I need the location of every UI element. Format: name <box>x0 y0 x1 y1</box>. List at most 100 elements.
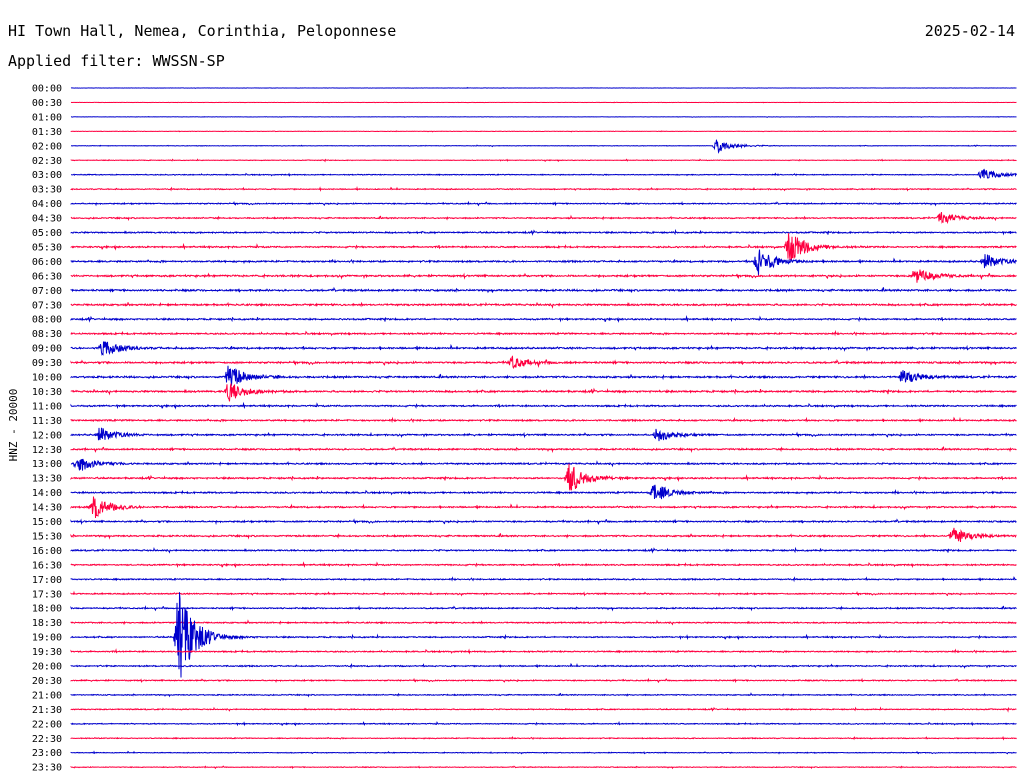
trace-line <box>70 200 1017 207</box>
time-label: 02:30 <box>32 156 62 167</box>
trace-line <box>70 484 1017 500</box>
time-labels: 00:00 00:30 01:00 01:30 02:00 02:30 03:00 03:30… <box>32 84 62 774</box>
time-label: 13:30 <box>32 474 62 485</box>
trace-line <box>70 576 1017 583</box>
trace-line <box>70 315 1017 323</box>
trace-line <box>70 427 1017 442</box>
time-label: 16:00 <box>32 546 62 557</box>
time-label: 14:00 <box>32 488 62 499</box>
time-label: 15:30 <box>32 532 62 543</box>
time-label: 14:30 <box>32 503 62 514</box>
trace-line <box>70 561 1017 569</box>
trace-line <box>70 735 1017 741</box>
trace-line <box>70 706 1017 713</box>
time-label: 12:30 <box>32 445 62 456</box>
trace-line <box>70 765 1017 770</box>
time-label: 04:30 <box>32 214 62 225</box>
time-label: 11:00 <box>32 401 62 412</box>
trace-line <box>71 168 1017 179</box>
trace-line <box>70 463 1017 491</box>
trace-line <box>70 355 1017 370</box>
time-label: 23:00 <box>32 748 62 759</box>
trace-line <box>70 496 1017 519</box>
trace-line <box>70 527 1017 543</box>
time-label: 07:30 <box>32 300 62 311</box>
trace-line <box>70 186 1017 192</box>
trace-line <box>70 228 1017 236</box>
time-label: 01:30 <box>32 127 62 138</box>
time-label: 03:00 <box>32 170 62 181</box>
time-label: 17:30 <box>32 589 62 600</box>
time-label: 17:00 <box>32 575 62 586</box>
trace-line <box>70 233 1017 261</box>
time-label: 10:30 <box>32 387 62 398</box>
time-label: 19:00 <box>32 633 62 644</box>
time-label: 22:30 <box>32 734 62 745</box>
trace-line <box>70 518 1017 526</box>
time-label: 06:00 <box>32 257 62 268</box>
time-label: 08:30 <box>32 329 62 340</box>
time-label: 13:00 <box>32 459 62 470</box>
time-label: 18:30 <box>32 618 62 629</box>
trace-line <box>70 115 1017 118</box>
time-label: 07:00 <box>32 286 62 297</box>
time-label: 02:00 <box>32 141 62 152</box>
trace-line <box>70 648 1017 655</box>
trace-line <box>70 546 1017 554</box>
time-label: 12:00 <box>32 430 62 441</box>
trace-line <box>70 130 1017 133</box>
trace-line <box>70 341 1017 356</box>
trace-line <box>70 269 1017 283</box>
trace-line <box>70 662 1017 669</box>
trace-line <box>70 590 1017 597</box>
trace-line <box>70 458 1017 471</box>
time-label: 19:30 <box>32 647 62 658</box>
trace-line <box>70 383 1017 402</box>
time-label: 01:00 <box>32 112 62 123</box>
time-label: 04:00 <box>32 199 62 210</box>
time-label: 00:00 <box>32 84 62 95</box>
traces <box>70 86 1017 770</box>
trace-line <box>70 677 1017 684</box>
time-label: 22:00 <box>32 719 62 730</box>
trace-line <box>70 750 1017 755</box>
trace-line <box>70 446 1017 454</box>
time-label: 09:30 <box>32 358 62 369</box>
trace-line <box>70 286 1017 294</box>
trace-line <box>70 139 1017 154</box>
time-label: 08:00 <box>32 315 62 326</box>
time-label: 21:30 <box>32 705 62 716</box>
trace-line <box>70 592 1017 678</box>
trace-line <box>70 212 1017 225</box>
trace-line <box>70 720 1017 727</box>
time-label: 10:00 <box>32 373 62 384</box>
date-label: 2025-02-14 <box>925 22 1015 40</box>
time-label: 09:00 <box>32 344 62 355</box>
trace-line <box>70 605 1017 612</box>
time-label: 05:00 <box>32 228 62 239</box>
y-axis-label: HNZ - 20000 <box>7 389 20 462</box>
time-label: 23:30 <box>32 763 62 774</box>
time-label: 20:00 <box>32 662 62 673</box>
trace-line <box>70 101 1017 104</box>
filter-label: Applied filter: WWSSN-SP <box>8 52 225 70</box>
time-label: 03:30 <box>32 185 62 196</box>
trace-line <box>70 249 1017 276</box>
trace-line <box>70 329 1017 337</box>
time-label: 18:00 <box>32 604 62 615</box>
time-label: 16:30 <box>32 560 62 571</box>
trace-line <box>70 86 1017 89</box>
trace-line <box>70 416 1017 424</box>
trace-line <box>70 365 1017 386</box>
trace-line <box>70 692 1017 698</box>
time-label: 20:30 <box>32 676 62 687</box>
trace-line <box>70 619 1017 626</box>
time-label: 05:30 <box>32 242 62 253</box>
trace-line <box>70 158 1017 163</box>
time-label: 21:00 <box>32 690 62 701</box>
time-label: 15:00 <box>32 517 62 528</box>
time-label: 00:30 <box>32 98 62 109</box>
trace-line <box>70 301 1017 309</box>
time-label: 11:30 <box>32 416 62 427</box>
